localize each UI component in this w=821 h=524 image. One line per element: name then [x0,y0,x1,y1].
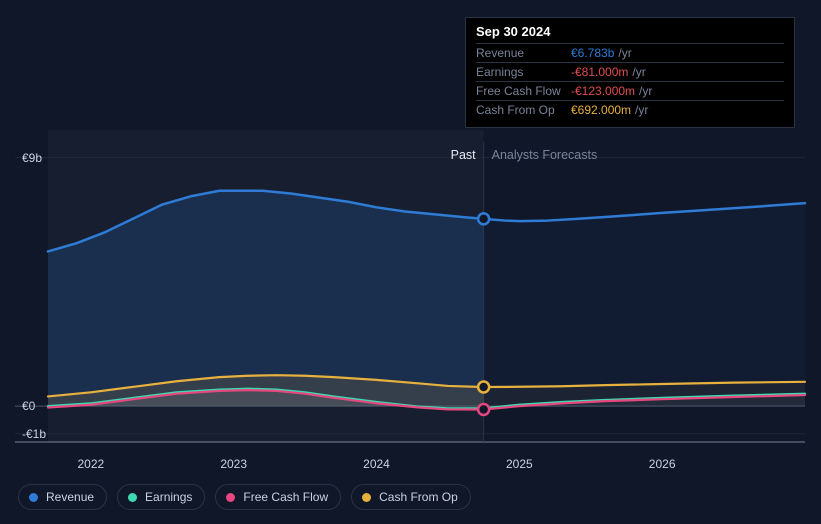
x-axis-tick-label: 2025 [506,457,533,471]
legend-swatch [29,493,38,502]
y-axis-tick-label: -€1b [22,427,46,441]
legend-swatch [128,493,137,502]
x-axis-tick-label: 2026 [649,457,676,471]
forecast-section-label: Analysts Forecasts [492,148,598,162]
legend-label: Revenue [46,490,94,504]
legend-item-cash-from-op[interactable]: Cash From Op [351,484,471,510]
tooltip-row: Free Cash Flow-€123.000m/yr [476,81,784,100]
financials-chart: -€1b €0 €9b 2022 2023 2024 2025 2026 Past Analyst… [0,0,821,524]
tooltip-row-value: €692.000m [571,103,631,117]
tooltip-row-value: €6.783b [571,46,614,60]
tooltip-row-unit: /yr [639,84,652,98]
tooltip-row-value: -€123.000m [571,84,635,98]
tooltip-row-unit: /yr [632,65,645,79]
tooltip-row: Revenue€6.783b/yr [476,43,784,62]
legend-item-revenue[interactable]: Revenue [18,484,107,510]
legend-label: Free Cash Flow [243,490,328,504]
chart-legend: Revenue Earnings Free Cash Flow Cash From O… [18,484,471,510]
y-axis-tick-label: €9b [22,151,42,165]
y-axis-tick-label: €0 [22,399,35,413]
x-axis-tick-label: 2022 [77,457,104,471]
tooltip-row-unit: /yr [618,46,631,60]
x-axis-tick-label: 2023 [220,457,247,471]
tooltip-row-label: Cash From Op [476,103,571,117]
tooltip-date: Sep 30 2024 [476,24,784,43]
tooltip-row-value: -€81.000m [571,65,628,79]
legend-swatch [362,493,371,502]
tooltip-row: Cash From Op€692.000m/yr [476,100,784,119]
tooltip-row-label: Earnings [476,65,571,79]
legend-swatch [226,493,235,502]
legend-label: Cash From Op [379,490,458,504]
legend-item-earnings[interactable]: Earnings [117,484,205,510]
tooltip-row-label: Revenue [476,46,571,60]
legend-item-free-cash-flow[interactable]: Free Cash Flow [215,484,341,510]
legend-label: Earnings [145,490,192,504]
past-section-label: Past [451,148,476,162]
tooltip-row-unit: /yr [635,103,648,117]
tooltip-row-label: Free Cash Flow [476,84,571,98]
chart-tooltip: Sep 30 2024Revenue€6.783b/yrEarnings-€81… [465,17,795,128]
x-axis-tick-label: 2024 [363,457,390,471]
tooltip-row: Earnings-€81.000m/yr [476,62,784,81]
